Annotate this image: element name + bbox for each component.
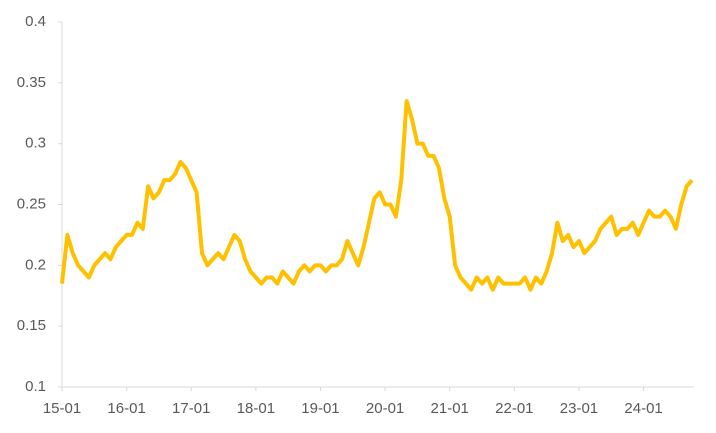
y-tick-label: 0.35 — [17, 74, 46, 91]
y-tick-label: 0.3 — [25, 135, 46, 152]
x-tick-label: 20-01 — [366, 400, 404, 417]
y-tick-label: 0.1 — [25, 378, 46, 395]
line — [60, 99, 694, 292]
x-tick-label: 21-01 — [431, 400, 469, 417]
x-tick-label: 16-01 — [107, 400, 145, 417]
y-tick-label: 0.2 — [25, 256, 46, 273]
x-tick-label: 18-01 — [237, 400, 275, 417]
x-tick-label: 24-01 — [624, 400, 662, 417]
x-tick-label: 22-01 — [495, 400, 533, 417]
y-tick-label: 0.4 — [25, 13, 46, 30]
x-tick-label: 19-01 — [301, 400, 339, 417]
x-tick-label: 15-01 — [43, 400, 81, 417]
x-tick-label: 17-01 — [172, 400, 210, 417]
x-tick-label: 23-01 — [560, 400, 598, 417]
y-tick-label: 0.15 — [17, 317, 46, 334]
y-tick-label: 0.25 — [17, 195, 46, 212]
